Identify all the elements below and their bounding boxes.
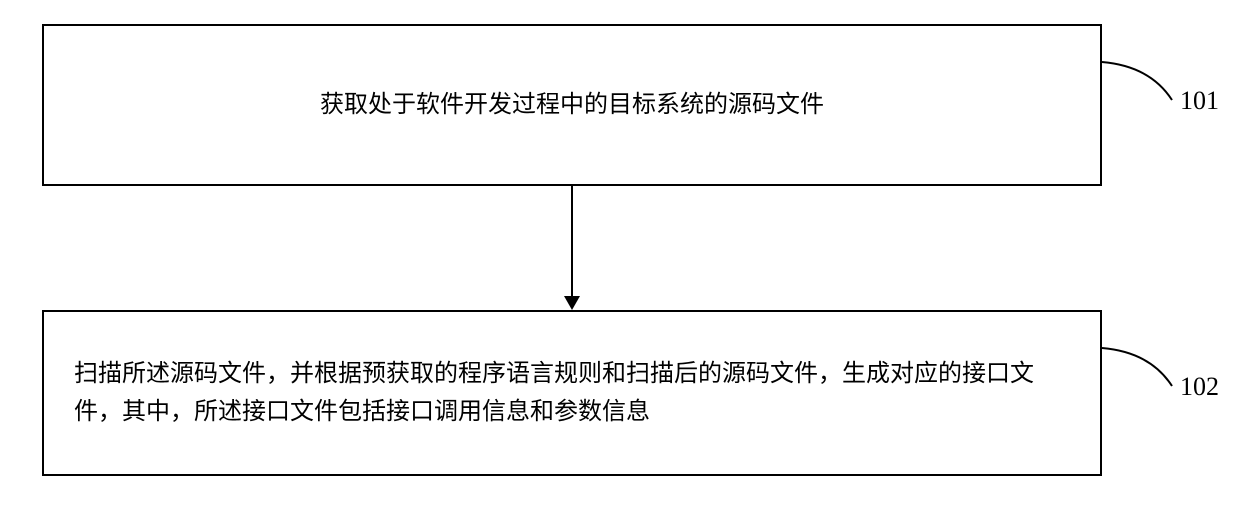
flowchart-canvas: 获取处于软件开发过程中的目标系统的源码文件 扫描所述源码文件，并根据预获取的程序… [0,0,1240,513]
arrow-step1-to-step2 [564,186,580,310]
flow-node-step1-text: 获取处于软件开发过程中的目标系统的源码文件 [68,86,1076,124]
step-number-102: 102 [1180,372,1219,402]
step-number-101: 101 [1180,86,1219,116]
leader-line-102 [1102,348,1172,386]
flow-node-step1: 获取处于软件开发过程中的目标系统的源码文件 [42,24,1102,186]
leader-line-101 [1102,62,1172,100]
flow-node-step2: 扫描所述源码文件，并根据预获取的程序语言规则和扫描后的源码文件，生成对应的接口文… [42,310,1102,476]
flow-node-step2-text: 扫描所述源码文件，并根据预获取的程序语言规则和扫描后的源码文件，生成对应的接口文… [74,355,1070,432]
